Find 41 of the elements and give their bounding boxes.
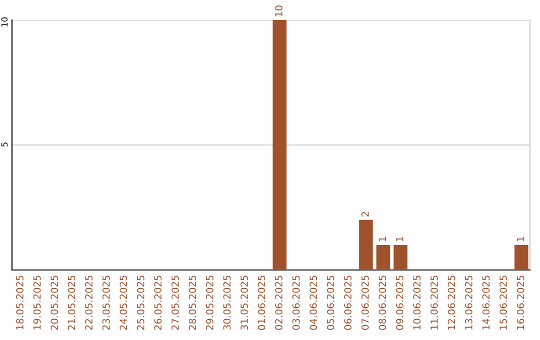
- x-tick-label: 01.06.2025: [258, 276, 266, 330]
- x-tick-label: 05.06.2025: [326, 276, 334, 330]
- x-tick-label: 26.05.2025: [154, 276, 162, 330]
- bar: [514, 245, 528, 270]
- bar: [376, 245, 390, 270]
- x-tick-label: 02.06.2025: [275, 276, 282, 330]
- x-tick-label: 20.05.2025: [50, 276, 58, 330]
- x-tick-label: 10.06.2025: [413, 276, 421, 330]
- data-label: 2: [361, 212, 369, 217]
- bar: [359, 220, 373, 270]
- x-tick-label: 08.06.2025: [378, 276, 386, 330]
- x-tick-label: 04.06.2025: [310, 276, 317, 330]
- x-tick-label: 11.06.2025: [430, 276, 438, 330]
- bar: [394, 245, 408, 270]
- x-tick-label: 31.05.2025: [240, 276, 248, 330]
- x-tick-label: 06.06.2025: [344, 276, 352, 330]
- data-label: 1: [378, 236, 386, 242]
- x-tick-label: 03.06.2025: [292, 276, 300, 330]
- x-tick-label: 09.06.2025: [396, 276, 404, 330]
- x-tick-label: 12.06.2025: [448, 276, 456, 330]
- x-tick-label: 15.06.2025: [500, 276, 507, 330]
- x-tick-label: 19.05.2025: [33, 276, 41, 330]
- y-tick-label: 5: [1, 142, 8, 146]
- x-tick-label: 25.05.2025: [136, 276, 144, 330]
- x-tick-label: 21.05.2025: [68, 276, 76, 330]
- x-tick-label: 16.06.2025: [516, 276, 524, 330]
- data-label: 1: [516, 236, 524, 242]
- x-tick-label: 23.05.2025: [102, 276, 110, 330]
- x-tick-label: 18.05.2025: [16, 276, 24, 330]
- x-tick-label: 28.05.2025: [188, 276, 196, 330]
- bar: [272, 20, 287, 270]
- x-tick-label: 07.06.2025: [361, 276, 369, 330]
- x-tick-label: 22.05.2025: [85, 276, 93, 330]
- x-tick-label: 29.05.2025: [206, 276, 214, 330]
- data-label: 10: [275, 5, 282, 16]
- x-tick-label: 14.06.2025: [482, 276, 490, 330]
- data-label: 1: [396, 236, 404, 242]
- x-tick-label: 24.05.2025: [120, 276, 128, 330]
- x-tick-label: 30.05.2025: [223, 276, 231, 330]
- x-tick-label: 13.06.2025: [465, 276, 472, 330]
- x-tick-label: 27.05.2025: [172, 276, 179, 330]
